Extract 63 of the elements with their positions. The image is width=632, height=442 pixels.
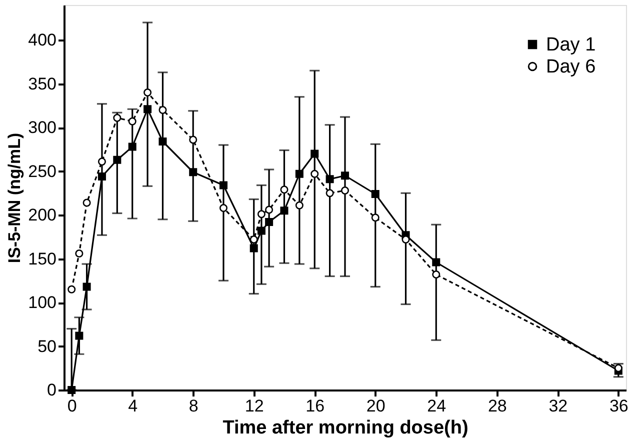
- point: [402, 236, 410, 244]
- point: [128, 142, 136, 151]
- x-tick-label: 32: [548, 396, 568, 416]
- point: [310, 170, 319, 178]
- point: [250, 236, 258, 244]
- legend-label: Day 6: [546, 56, 596, 78]
- x-tick-label: 8: [188, 396, 198, 416]
- point: [128, 117, 136, 126]
- point: [189, 136, 198, 144]
- y-tick-label: 350: [28, 74, 56, 94]
- point: [113, 114, 122, 122]
- point: [432, 258, 440, 266]
- point: [257, 226, 266, 235]
- point: [340, 186, 350, 194]
- point: [98, 158, 106, 166]
- y-tick-label: 100: [28, 293, 56, 312]
- legend-label: Day 1: [546, 34, 596, 56]
- point: [68, 285, 76, 294]
- point: [310, 150, 319, 158]
- point: [98, 172, 106, 181]
- point: [280, 206, 288, 215]
- point: [432, 270, 440, 278]
- point: [158, 106, 167, 114]
- y-tick-label: 250: [28, 162, 56, 181]
- point: [158, 137, 167, 146]
- point: [82, 282, 91, 291]
- point: [113, 156, 122, 164]
- point: [75, 250, 84, 258]
- x-tick-label: 12: [244, 396, 264, 416]
- point: [295, 201, 304, 210]
- point: [219, 204, 228, 212]
- point: [280, 186, 288, 194]
- x-tick-label: 4: [128, 396, 138, 416]
- y-tick-label: 300: [28, 118, 56, 137]
- point: [257, 210, 266, 218]
- y-tick-label: 0: [47, 380, 56, 400]
- x-tick-label: 24: [427, 396, 446, 416]
- y-axis-title: IS-5-MN (ng/mL): [5, 132, 24, 264]
- x-tick-label: 36: [609, 396, 628, 416]
- point: [371, 190, 380, 198]
- point: [340, 172, 350, 180]
- y-tick-label: 400: [28, 30, 56, 50]
- x-tick-label: 16: [306, 396, 325, 416]
- point: [326, 175, 334, 184]
- point: [144, 105, 152, 114]
- y-tick-label: 50: [38, 336, 56, 356]
- y-tick-label: 150: [28, 249, 56, 268]
- point: [250, 244, 258, 252]
- x-axis-title: Time after morning dose(h): [222, 418, 468, 438]
- point: [144, 88, 152, 96]
- x-tick-label: 0: [67, 396, 77, 416]
- point: [75, 332, 84, 340]
- point: [326, 189, 334, 198]
- point: [371, 214, 380, 222]
- point: [265, 218, 274, 226]
- point: [295, 170, 304, 178]
- point: [265, 206, 274, 214]
- point: [219, 181, 228, 190]
- x-tick-label: 28: [488, 396, 507, 416]
- y-tick-label: 200: [28, 206, 56, 224]
- x-tick-label: 20: [366, 396, 386, 416]
- point: [189, 168, 198, 176]
- point: [82, 198, 91, 207]
